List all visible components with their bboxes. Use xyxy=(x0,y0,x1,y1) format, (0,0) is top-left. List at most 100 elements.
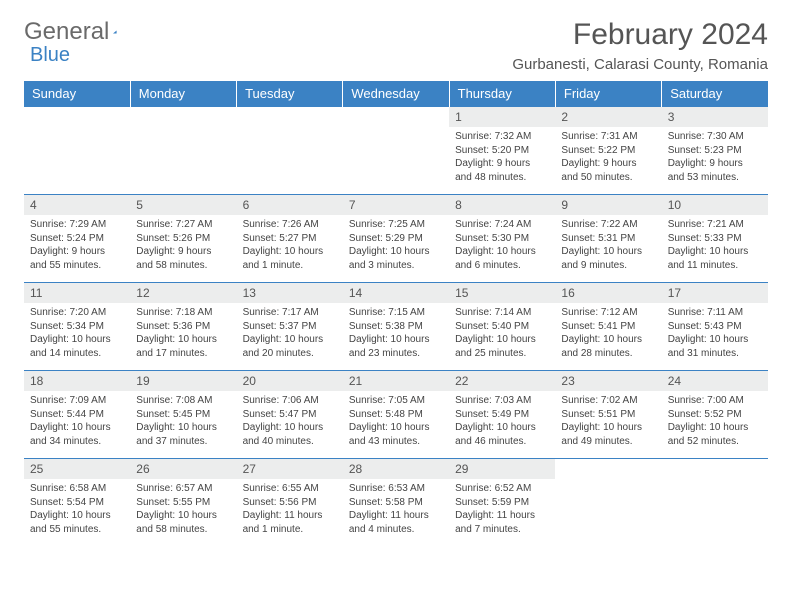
day-number: 20 xyxy=(237,371,343,391)
day-details: Sunrise: 7:22 AMSunset: 5:31 PMDaylight:… xyxy=(555,215,661,276)
calendar-cell: 19Sunrise: 7:08 AMSunset: 5:45 PMDayligh… xyxy=(130,371,236,459)
calendar-cell: 3Sunrise: 7:30 AMSunset: 5:23 PMDaylight… xyxy=(662,107,768,195)
day-details: Sunrise: 7:09 AMSunset: 5:44 PMDaylight:… xyxy=(24,391,130,452)
calendar-cell: 23Sunrise: 7:02 AMSunset: 5:51 PMDayligh… xyxy=(555,371,661,459)
day-details: Sunrise: 7:21 AMSunset: 5:33 PMDaylight:… xyxy=(662,215,768,276)
calendar-cell: 25Sunrise: 6:58 AMSunset: 5:54 PMDayligh… xyxy=(24,459,130,547)
day-details: Sunrise: 7:02 AMSunset: 5:51 PMDaylight:… xyxy=(555,391,661,452)
calendar-cell: 18Sunrise: 7:09 AMSunset: 5:44 PMDayligh… xyxy=(24,371,130,459)
day-number: 8 xyxy=(449,195,555,215)
day-number: 28 xyxy=(343,459,449,479)
calendar-cell: 29Sunrise: 6:52 AMSunset: 5:59 PMDayligh… xyxy=(449,459,555,547)
location: Gurbanesti, Calarasi County, Romania xyxy=(512,56,768,73)
day-details: Sunrise: 7:20 AMSunset: 5:34 PMDaylight:… xyxy=(24,303,130,364)
day-number: 17 xyxy=(662,283,768,303)
weekday-header: Tuesday xyxy=(237,81,343,107)
weekday-header: Wednesday xyxy=(343,81,449,107)
calendar-cell: 9Sunrise: 7:22 AMSunset: 5:31 PMDaylight… xyxy=(555,195,661,283)
day-number: 2 xyxy=(555,107,661,127)
day-details: Sunrise: 6:57 AMSunset: 5:55 PMDaylight:… xyxy=(130,479,236,540)
calendar-cell: 15Sunrise: 7:14 AMSunset: 5:40 PMDayligh… xyxy=(449,283,555,371)
day-details: Sunrise: 7:06 AMSunset: 5:47 PMDaylight:… xyxy=(237,391,343,452)
day-details: Sunrise: 6:52 AMSunset: 5:59 PMDaylight:… xyxy=(449,479,555,540)
day-details: Sunrise: 7:24 AMSunset: 5:30 PMDaylight:… xyxy=(449,215,555,276)
day-details: Sunrise: 6:55 AMSunset: 5:56 PMDaylight:… xyxy=(237,479,343,540)
day-number: 1 xyxy=(449,107,555,127)
calendar-cell: 2Sunrise: 7:31 AMSunset: 5:22 PMDaylight… xyxy=(555,107,661,195)
day-details: Sunrise: 7:31 AMSunset: 5:22 PMDaylight:… xyxy=(555,127,661,188)
calendar-cell xyxy=(555,459,661,547)
calendar-cell xyxy=(343,107,449,195)
calendar-cell: 27Sunrise: 6:55 AMSunset: 5:56 PMDayligh… xyxy=(237,459,343,547)
day-number: 16 xyxy=(555,283,661,303)
day-details: Sunrise: 7:12 AMSunset: 5:41 PMDaylight:… xyxy=(555,303,661,364)
day-number: 27 xyxy=(237,459,343,479)
day-details: Sunrise: 7:26 AMSunset: 5:27 PMDaylight:… xyxy=(237,215,343,276)
day-number: 12 xyxy=(130,283,236,303)
calendar-row: 1Sunrise: 7:32 AMSunset: 5:20 PMDaylight… xyxy=(24,107,768,195)
weekday-header: Saturday xyxy=(662,81,768,107)
calendar-cell: 28Sunrise: 6:53 AMSunset: 5:58 PMDayligh… xyxy=(343,459,449,547)
calendar-cell: 11Sunrise: 7:20 AMSunset: 5:34 PMDayligh… xyxy=(24,283,130,371)
calendar-cell: 20Sunrise: 7:06 AMSunset: 5:47 PMDayligh… xyxy=(237,371,343,459)
weekday-header: Thursday xyxy=(449,81,555,107)
day-number: 11 xyxy=(24,283,130,303)
header: General February 2024 Gurbanesti, Calara… xyxy=(24,18,768,73)
day-number: 24 xyxy=(662,371,768,391)
day-number: 26 xyxy=(130,459,236,479)
day-number: 23 xyxy=(555,371,661,391)
day-details: Sunrise: 7:25 AMSunset: 5:29 PMDaylight:… xyxy=(343,215,449,276)
calendar-cell: 17Sunrise: 7:11 AMSunset: 5:43 PMDayligh… xyxy=(662,283,768,371)
day-number: 29 xyxy=(449,459,555,479)
day-details: Sunrise: 7:30 AMSunset: 5:23 PMDaylight:… xyxy=(662,127,768,188)
day-number: 14 xyxy=(343,283,449,303)
calendar-cell: 4Sunrise: 7:29 AMSunset: 5:24 PMDaylight… xyxy=(24,195,130,283)
logo-text-general: General xyxy=(24,18,109,46)
calendar-row: 18Sunrise: 7:09 AMSunset: 5:44 PMDayligh… xyxy=(24,371,768,459)
day-details: Sunrise: 7:29 AMSunset: 5:24 PMDaylight:… xyxy=(24,215,130,276)
calendar-cell: 21Sunrise: 7:05 AMSunset: 5:48 PMDayligh… xyxy=(343,371,449,459)
day-number: 19 xyxy=(130,371,236,391)
calendar-cell: 13Sunrise: 7:17 AMSunset: 5:37 PMDayligh… xyxy=(237,283,343,371)
day-number: 3 xyxy=(662,107,768,127)
calendar-cell: 22Sunrise: 7:03 AMSunset: 5:49 PMDayligh… xyxy=(449,371,555,459)
day-number: 13 xyxy=(237,283,343,303)
day-details: Sunrise: 6:58 AMSunset: 5:54 PMDaylight:… xyxy=(24,479,130,540)
calendar-cell: 24Sunrise: 7:00 AMSunset: 5:52 PMDayligh… xyxy=(662,371,768,459)
calendar-cell: 6Sunrise: 7:26 AMSunset: 5:27 PMDaylight… xyxy=(237,195,343,283)
calendar-cell: 8Sunrise: 7:24 AMSunset: 5:30 PMDaylight… xyxy=(449,195,555,283)
weekday-header: Friday xyxy=(555,81,661,107)
calendar-table: SundayMondayTuesdayWednesdayThursdayFrid… xyxy=(24,81,768,547)
calendar-cell: 16Sunrise: 7:12 AMSunset: 5:41 PMDayligh… xyxy=(555,283,661,371)
day-number: 10 xyxy=(662,195,768,215)
weekday-row: SundayMondayTuesdayWednesdayThursdayFrid… xyxy=(24,81,768,107)
day-details: Sunrise: 7:00 AMSunset: 5:52 PMDaylight:… xyxy=(662,391,768,452)
month-title: February 2024 xyxy=(512,18,768,52)
day-number: 15 xyxy=(449,283,555,303)
calendar-cell xyxy=(237,107,343,195)
calendar-row: 25Sunrise: 6:58 AMSunset: 5:54 PMDayligh… xyxy=(24,459,768,547)
day-details: Sunrise: 7:27 AMSunset: 5:26 PMDaylight:… xyxy=(130,215,236,276)
calendar-cell: 7Sunrise: 7:25 AMSunset: 5:29 PMDaylight… xyxy=(343,195,449,283)
day-details: Sunrise: 7:03 AMSunset: 5:49 PMDaylight:… xyxy=(449,391,555,452)
day-number: 25 xyxy=(24,459,130,479)
day-details: Sunrise: 6:53 AMSunset: 5:58 PMDaylight:… xyxy=(343,479,449,540)
day-number: 21 xyxy=(343,371,449,391)
day-number: 18 xyxy=(24,371,130,391)
logo-triangle-icon xyxy=(113,23,117,41)
day-details: Sunrise: 7:08 AMSunset: 5:45 PMDaylight:… xyxy=(130,391,236,452)
calendar-row: 4Sunrise: 7:29 AMSunset: 5:24 PMDaylight… xyxy=(24,195,768,283)
title-block: February 2024 Gurbanesti, Calarasi Count… xyxy=(512,18,768,73)
day-details: Sunrise: 7:17 AMSunset: 5:37 PMDaylight:… xyxy=(237,303,343,364)
day-number: 22 xyxy=(449,371,555,391)
logo-text-blue: Blue xyxy=(30,44,70,67)
calendar-cell: 12Sunrise: 7:18 AMSunset: 5:36 PMDayligh… xyxy=(130,283,236,371)
calendar-body: 1Sunrise: 7:32 AMSunset: 5:20 PMDaylight… xyxy=(24,107,768,547)
calendar-row: 11Sunrise: 7:20 AMSunset: 5:34 PMDayligh… xyxy=(24,283,768,371)
calendar-cell: 26Sunrise: 6:57 AMSunset: 5:55 PMDayligh… xyxy=(130,459,236,547)
day-details: Sunrise: 7:14 AMSunset: 5:40 PMDaylight:… xyxy=(449,303,555,364)
day-details: Sunrise: 7:05 AMSunset: 5:48 PMDaylight:… xyxy=(343,391,449,452)
day-details: Sunrise: 7:15 AMSunset: 5:38 PMDaylight:… xyxy=(343,303,449,364)
day-number: 9 xyxy=(555,195,661,215)
calendar-cell xyxy=(662,459,768,547)
